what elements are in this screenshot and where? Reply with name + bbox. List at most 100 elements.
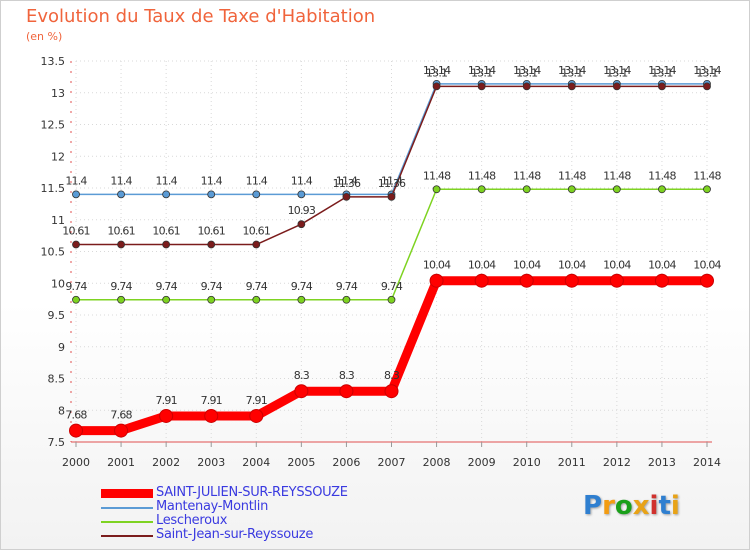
data-label: 11.4 bbox=[201, 174, 223, 187]
data-label: 9.74 bbox=[65, 280, 87, 293]
data-point bbox=[609, 273, 624, 288]
data-label: 13.1 bbox=[561, 66, 582, 79]
data-point bbox=[522, 82, 531, 91]
data-label: 11.48 bbox=[693, 169, 721, 182]
logo-letter: x bbox=[632, 491, 650, 521]
data-label: 11.4 bbox=[381, 174, 403, 187]
data-point bbox=[432, 82, 441, 91]
data-label: 9.74 bbox=[336, 280, 358, 293]
data-label: 10.04 bbox=[648, 259, 676, 272]
logo-letter: i bbox=[649, 491, 659, 521]
data-label: 9.74 bbox=[155, 280, 177, 293]
data-point bbox=[117, 190, 125, 199]
data-point bbox=[297, 220, 306, 229]
data-label: 8.3 bbox=[339, 369, 355, 382]
x-tick-label: 2005 bbox=[287, 456, 315, 469]
data-label: 13.1 bbox=[606, 66, 627, 79]
data-point bbox=[162, 240, 171, 249]
data-label: 10.04 bbox=[468, 259, 496, 272]
data-label: 11.4 bbox=[110, 174, 132, 187]
data-point bbox=[117, 240, 125, 249]
data-point bbox=[612, 82, 621, 91]
x-tick-label: 2013 bbox=[648, 456, 676, 469]
data-label: 13.1 bbox=[651, 66, 672, 79]
data-label: 11.48 bbox=[513, 169, 541, 182]
data-point bbox=[252, 240, 261, 249]
chart-unit-label: (en %) bbox=[26, 30, 63, 43]
data-label: 13.1 bbox=[696, 66, 717, 79]
data-point bbox=[384, 384, 399, 399]
data-point bbox=[204, 408, 219, 423]
data-label: 13.1 bbox=[516, 66, 537, 79]
data-point bbox=[117, 295, 125, 304]
x-tick-label: 2009 bbox=[468, 456, 496, 469]
proxiti-logo: Proxiti bbox=[583, 491, 680, 521]
data-label: 7.91 bbox=[201, 394, 222, 407]
y-tick-label: 9 bbox=[58, 341, 65, 354]
logo-letter: i bbox=[670, 491, 680, 521]
y-tick-label: 9.5 bbox=[48, 309, 66, 322]
data-label: 10.61 bbox=[197, 225, 225, 238]
y-tick-label: 8 bbox=[58, 404, 65, 417]
logo-letter: P bbox=[583, 491, 603, 521]
data-point bbox=[342, 192, 351, 201]
data-label: 7.68 bbox=[65, 409, 87, 422]
data-label: 10.61 bbox=[62, 225, 90, 238]
y-tick-label: 12.5 bbox=[41, 119, 66, 132]
data-point bbox=[342, 295, 351, 304]
x-tick-label: 2002 bbox=[152, 456, 180, 469]
data-point bbox=[72, 295, 80, 304]
data-label: 13.1 bbox=[471, 66, 492, 79]
y-tick-label: 13 bbox=[51, 87, 65, 100]
data-label: 10.04 bbox=[558, 259, 586, 272]
data-point bbox=[658, 82, 666, 91]
data-point bbox=[432, 185, 441, 194]
data-point bbox=[658, 185, 666, 194]
x-tick-label: 2004 bbox=[242, 456, 270, 469]
legend-swatch-saint-julien bbox=[101, 489, 153, 498]
legend-label-mantenay: Mantenay-Montlin bbox=[156, 499, 269, 514]
data-point bbox=[297, 190, 306, 199]
data-label: 9.74 bbox=[110, 280, 132, 293]
x-tick-label: 2006 bbox=[332, 456, 360, 469]
data-point bbox=[207, 190, 216, 199]
data-point bbox=[249, 408, 264, 423]
x-tick-label: 2001 bbox=[107, 456, 135, 469]
x-tick-label: 2007 bbox=[378, 456, 406, 469]
y-tick-label: 10 bbox=[51, 277, 65, 290]
data-label: 10.61 bbox=[152, 225, 180, 238]
data-label: 10.04 bbox=[423, 259, 451, 272]
data-label: 7.91 bbox=[246, 394, 267, 407]
legend-label-saint-jean: Saint-Jean-sur-Reyssouze bbox=[156, 527, 314, 542]
data-label: 13.14 bbox=[603, 64, 631, 77]
data-point bbox=[564, 273, 579, 288]
data-label: 10.61 bbox=[107, 225, 135, 238]
data-point bbox=[297, 295, 306, 304]
y-tick-label: 10.5 bbox=[41, 246, 66, 259]
data-point bbox=[567, 82, 576, 91]
x-tick-label: 2000 bbox=[62, 456, 90, 469]
y-tick-label: 12 bbox=[51, 150, 65, 163]
data-label: 13.14 bbox=[558, 64, 586, 77]
data-point bbox=[703, 185, 711, 194]
data-point bbox=[252, 295, 261, 304]
legend-label-saint-julien: SAINT-JULIEN-SUR-REYSSOUZE bbox=[156, 485, 348, 500]
data-point bbox=[339, 384, 354, 399]
y-tick-label: 13.5 bbox=[41, 55, 66, 68]
data-label: 10.04 bbox=[603, 259, 631, 272]
y-tick-label: 8.5 bbox=[48, 373, 66, 386]
data-point bbox=[294, 384, 309, 399]
x-tick-label: 2003 bbox=[197, 456, 225, 469]
x-tick-label: 2011 bbox=[558, 456, 586, 469]
data-point bbox=[387, 192, 396, 201]
x-tick-label: 2012 bbox=[603, 456, 631, 469]
logo-letter: o bbox=[614, 491, 633, 521]
data-label: 11.4 bbox=[155, 174, 177, 187]
x-tick-label: 2008 bbox=[423, 456, 451, 469]
legend-swatch-lescheroux bbox=[101, 521, 153, 523]
data-label: 13.14 bbox=[693, 64, 721, 77]
data-label: 9.74 bbox=[381, 280, 403, 293]
data-label: 11.4 bbox=[336, 174, 358, 187]
